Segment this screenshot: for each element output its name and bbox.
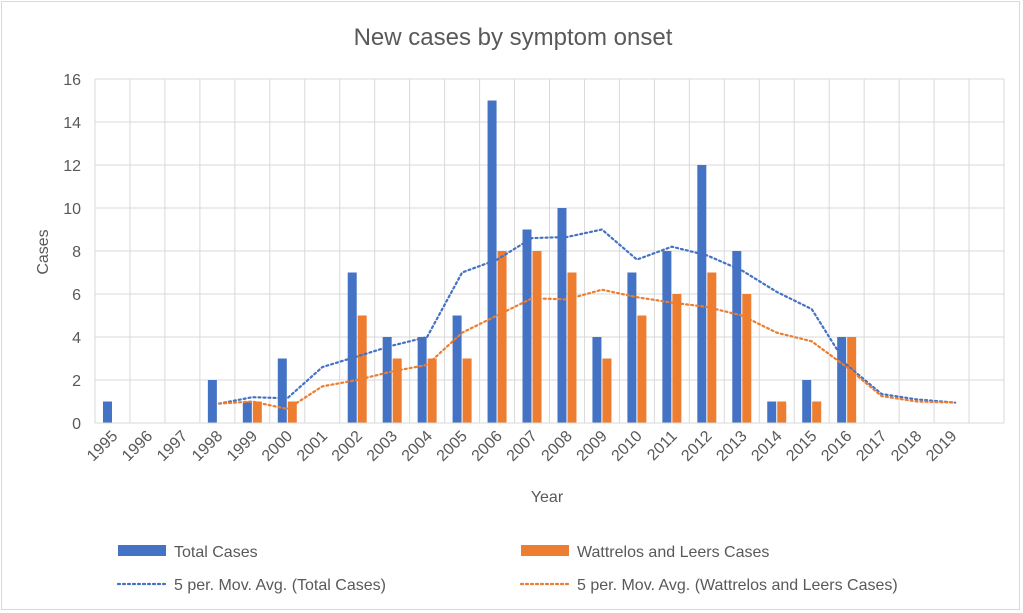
trendlines: [218, 228, 957, 411]
bar-total-2011: [662, 251, 672, 423]
bar-wattrelos-2006: [497, 251, 507, 423]
x-tick-label: 2017: [853, 428, 890, 465]
x-tick-label: 2018: [888, 428, 925, 465]
bar-total-2013: [732, 251, 742, 423]
bar-total-2015: [802, 380, 812, 423]
x-tick-label: 1997: [154, 428, 191, 465]
bar-wattrelos-2002: [357, 315, 367, 423]
bar-total-2007: [522, 229, 532, 423]
y-tick-label: 12: [63, 158, 81, 175]
bar-wattrelos-2004: [427, 358, 437, 423]
x-tick-label: 1996: [119, 428, 156, 465]
gridlines: [94, 78, 1005, 423]
x-tick-label: 2011: [644, 428, 680, 464]
bar-total-1995: [102, 401, 112, 423]
y-tick-label: 16: [63, 72, 81, 89]
x-tick-label: 2006: [469, 428, 506, 465]
bar-wattrelos-1999: [252, 401, 262, 423]
x-tick-label: 2003: [364, 428, 401, 465]
x-tick-label: 2019: [923, 428, 960, 465]
x-tick-label: 1999: [224, 428, 261, 465]
y-tick-label: 14: [63, 115, 81, 132]
x-tick-label: 1998: [189, 428, 226, 465]
bar-total-2004: [417, 337, 427, 423]
x-tick-label: 1995: [84, 428, 121, 465]
y-tick-label: 2: [72, 373, 81, 390]
x-tick-label: 2008: [539, 428, 576, 465]
legend-total-cases-swatch: [118, 545, 166, 556]
x-tick-label: 2014: [748, 428, 785, 465]
x-tick-label: 2007: [504, 428, 541, 465]
legend-wattrelos-cases-label: Wattrelos and Leers Cases: [577, 544, 769, 561]
trendline-total: [218, 228, 957, 405]
bar-wattrelos-2015: [812, 401, 822, 423]
x-tick-label: 2015: [783, 428, 820, 465]
bar-total-2000: [277, 358, 287, 423]
y-axis-label: Cases: [35, 229, 52, 274]
bar-wattrelos-2000: [287, 401, 297, 423]
bar-total-2008: [557, 208, 567, 423]
bar-wattrelos-2007: [532, 251, 542, 423]
x-tick-label: 2009: [574, 428, 611, 465]
legend: Total Cases Wattrelos and Leers Cases 5 pe…: [116, 544, 898, 594]
trendline-wattrelos: [218, 288, 957, 411]
bar-total-2010: [627, 272, 637, 423]
y-tick-label: 4: [72, 330, 81, 347]
x-tick-label: 2005: [434, 428, 471, 465]
x-tick-label: 2001: [294, 428, 331, 465]
bar-total-2003: [382, 337, 392, 423]
bar-total-2009: [592, 337, 602, 423]
bar-total-2005: [452, 315, 462, 423]
bar-wattrelos-2008: [567, 272, 577, 423]
x-tick-labels: 1995199619971998199920002001200220032004…: [84, 428, 960, 465]
x-tick-label: 2013: [713, 428, 750, 465]
bar-wattrelos-2012: [707, 272, 717, 423]
bar-total-2014: [767, 401, 777, 423]
bar-wattrelos-2009: [602, 358, 612, 423]
bar-wattrelos-2003: [392, 358, 402, 423]
legend-total-cases-label: Total Cases: [174, 544, 258, 561]
bar-total-2002: [347, 272, 357, 423]
bar-total-1998: [207, 380, 217, 423]
x-tick-label: 2012: [678, 428, 715, 465]
bar-total-1999: [242, 401, 252, 423]
x-tick-label: 2004: [399, 428, 436, 465]
bar-wattrelos-2016: [847, 337, 857, 423]
x-axis-label: Year: [531, 489, 564, 506]
x-tick-label: 2000: [259, 428, 296, 465]
legend-wattrelos-cases-swatch: [521, 545, 569, 556]
legend-trend-wattrelos-label: 5 per. Mov. Avg. (Wattrelos and Leers Ca…: [577, 577, 898, 594]
x-tick-label: 2016: [818, 428, 855, 465]
y-tick-label: 8: [72, 244, 81, 261]
legend-trend-total-label: 5 per. Mov. Avg. (Total Cases): [174, 577, 386, 594]
bar-total-2016: [837, 337, 847, 423]
y-tick-label: 6: [72, 287, 81, 304]
x-tick-label: 2002: [329, 428, 366, 465]
y-tick-labels: 0 2 4 6 8 10 12 14 16: [63, 72, 81, 433]
bar-wattrelos-2014: [777, 401, 787, 423]
bar-total-2012: [697, 165, 707, 423]
bar-wattrelos-2013: [742, 294, 752, 423]
chart-title: New cases by symptom onset: [354, 24, 673, 51]
bar-wattrelos-2011: [672, 294, 682, 423]
bar-wattrelos-2005: [462, 358, 472, 423]
bar-wattrelos-2010: [637, 315, 647, 423]
y-tick-label: 10: [63, 201, 81, 218]
x-tick-label: 2010: [609, 428, 646, 465]
y-tick-label: 0: [72, 416, 81, 433]
